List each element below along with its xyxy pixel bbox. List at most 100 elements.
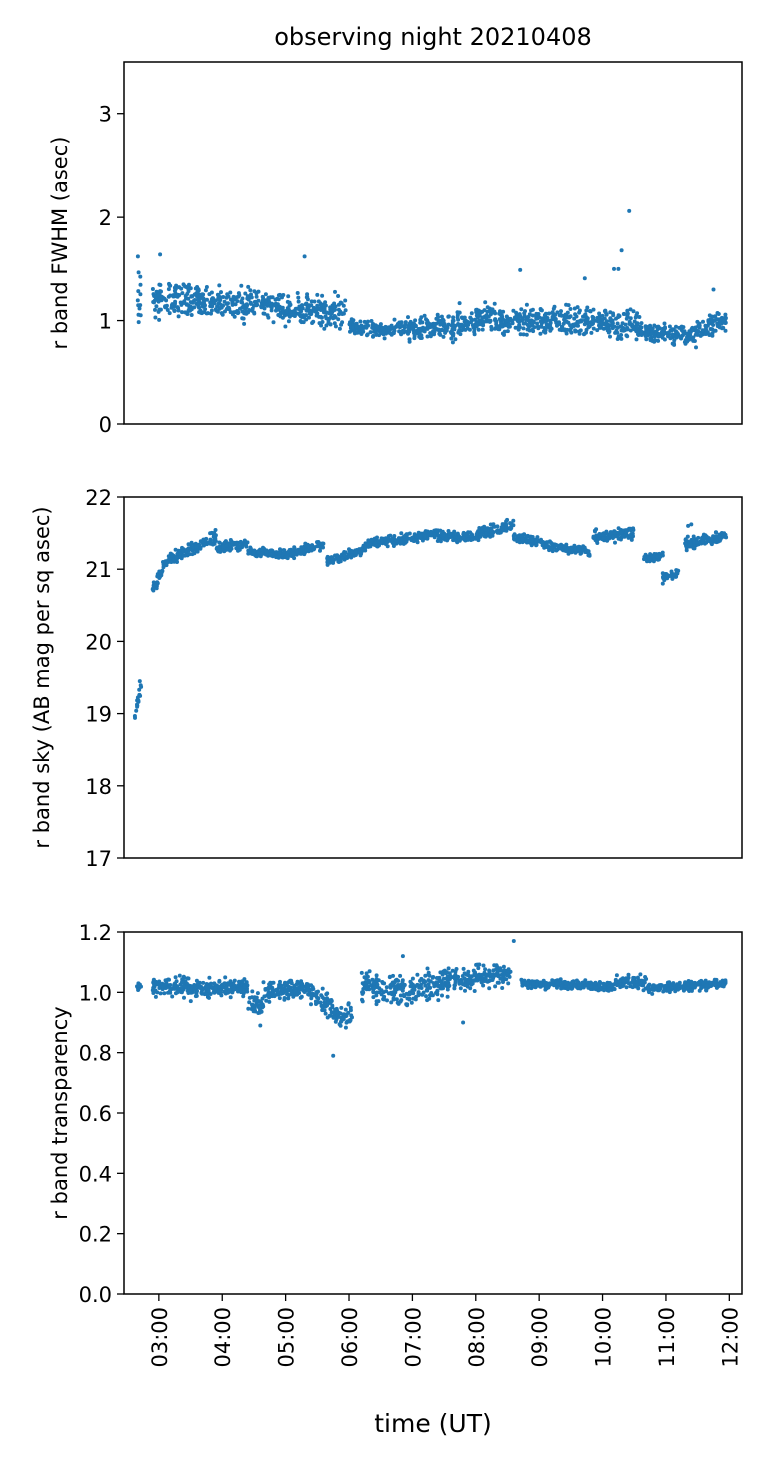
data-point [438,332,443,337]
data-point [406,315,410,320]
data-point [283,989,288,994]
data-point [505,329,510,334]
data-point [575,323,580,328]
data-point [194,544,199,549]
data-point [374,993,379,998]
data-point [630,985,635,990]
data-point [175,990,180,995]
data-point [426,322,431,327]
data-point [206,988,211,993]
data-point [271,993,276,998]
data-point [561,548,566,553]
data-point [451,315,456,320]
data-point [208,301,213,306]
data-point [717,534,722,539]
data-point [374,973,379,978]
data-point [602,316,607,321]
y-axis-label: r band transparency [48,1006,72,1219]
data-point [607,987,612,992]
data-point [331,305,336,309]
data-point [371,981,376,986]
data-point [602,985,607,989]
data-point [710,333,715,338]
data-point [179,986,184,991]
data-point [293,989,298,994]
data-point [172,285,177,290]
data-point [165,308,170,312]
data-point [711,287,716,292]
data-point [366,978,371,983]
data-point [251,303,256,308]
data-point [235,311,240,316]
data-point [535,535,540,540]
data-point [399,998,404,1003]
data-point [540,542,545,547]
data-point [452,986,457,991]
data-point [367,969,372,974]
data-point [683,537,688,542]
data-point [522,314,527,318]
data-point [180,977,185,982]
data-point [190,552,195,557]
data-point [256,298,261,303]
data-point [398,986,403,991]
data-point [436,536,441,541]
data-point [311,547,316,552]
data-point [450,968,455,973]
data-point [463,988,467,993]
data-point [263,298,268,303]
data-point [302,990,307,994]
data-point [496,327,501,332]
data-point [219,290,223,295]
data-point [201,296,206,301]
data-point [625,308,630,313]
data-point [539,308,544,313]
data-point [426,972,431,977]
data-point [275,296,280,301]
data-point [304,313,308,318]
data-point [302,254,307,259]
data-point [615,325,620,330]
data-point [242,542,247,547]
data-point [472,989,477,993]
data-point [266,315,271,320]
data-point [620,534,625,539]
data-point [156,982,160,987]
data-point [150,287,155,291]
data-point [441,334,446,339]
data-point [480,315,485,320]
y-axis-label: r band sky (AB mag per sq asec) [30,506,54,848]
data-point [402,983,407,987]
data-point [201,980,206,985]
data-point [423,983,428,988]
data-point [191,545,196,550]
data-point [534,313,539,318]
data-point [469,534,474,538]
data-point [412,539,417,543]
data-point [697,323,702,328]
data-point [521,332,526,337]
data-point [474,307,479,312]
data-point [704,540,709,545]
data-point [336,307,341,312]
data-point [384,985,389,990]
data-point [435,992,440,997]
data-point [373,540,378,545]
data-point [657,986,662,991]
data-point [157,317,162,322]
data-point [474,535,479,540]
data-point [343,298,348,303]
data-point [518,267,523,272]
data-point [320,320,325,324]
data-point [328,305,333,310]
data-point [198,986,203,990]
data-point [487,986,492,991]
data-point [213,986,218,990]
data-point [180,310,184,315]
data-point [137,687,142,692]
data-point [631,309,636,314]
data-point [613,540,617,545]
data-point [692,546,697,551]
data-point [285,554,290,559]
data-point [650,991,655,996]
